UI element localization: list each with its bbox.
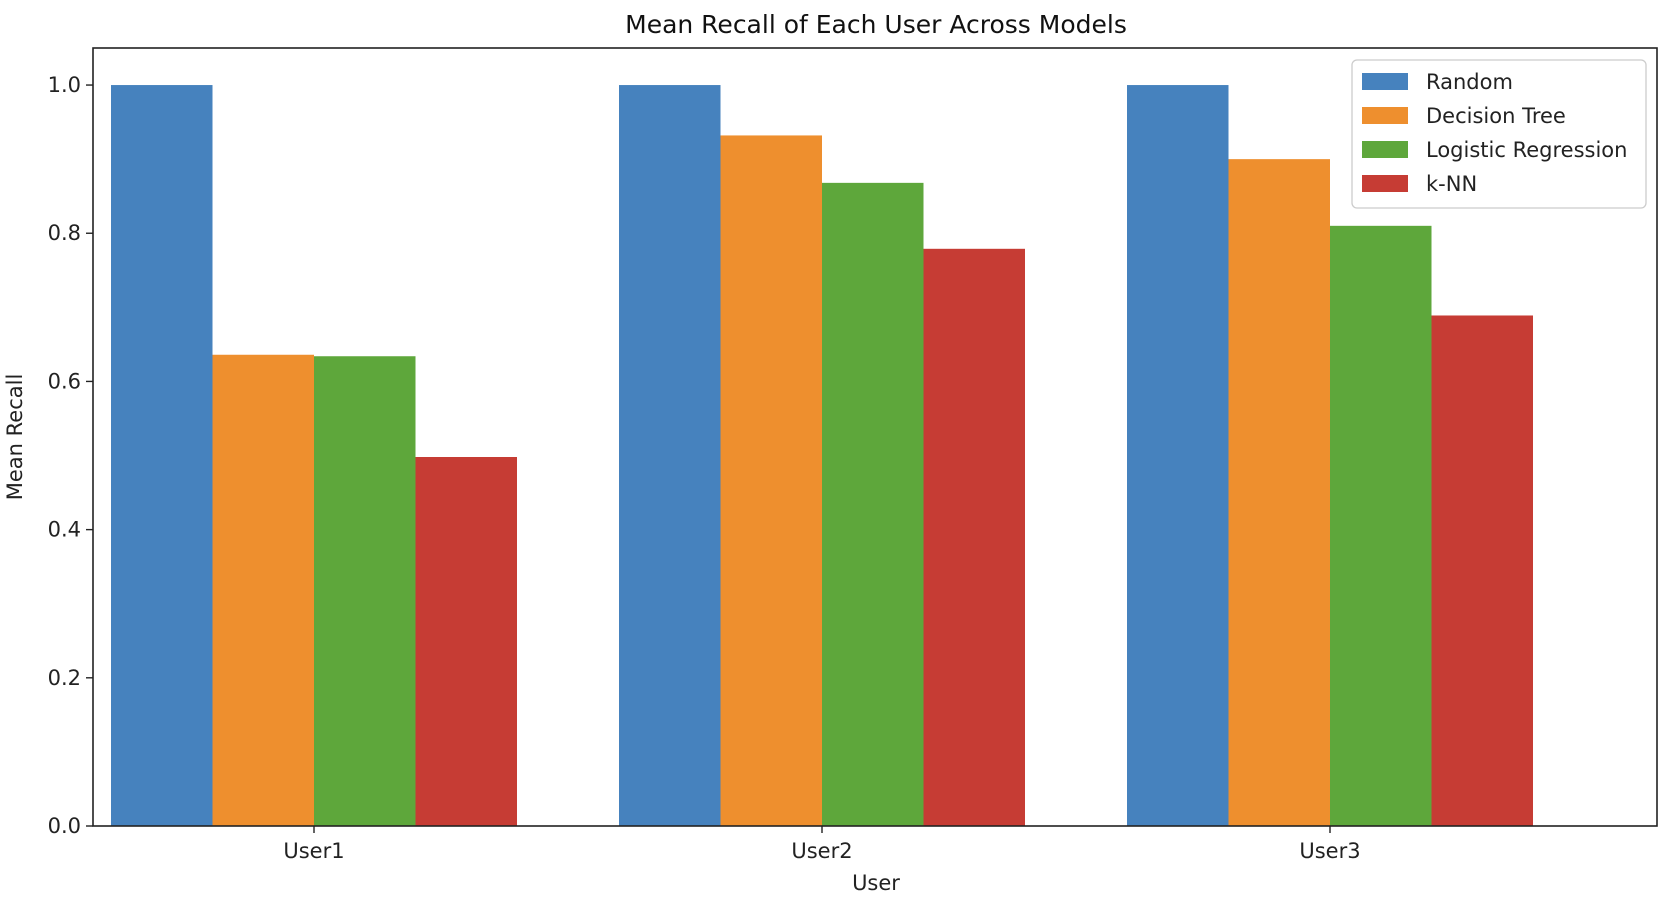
bar-random-user1 [111,85,213,827]
x-tick-label: User3 [1299,839,1360,863]
y-tick-label: 0.6 [48,369,81,393]
x-axis-ticks: User1 User2 User3 [283,826,1361,863]
bar-logistic-regression-user1 [314,356,416,826]
legend: Random Decision Tree Logistic Regression k-… [1351,59,1647,209]
bar-k-nn-user1 [415,457,517,826]
bar-decision-tree-user3 [1228,159,1330,827]
legend-label: Logistic Regression [1426,138,1627,162]
x-axis-label: User [852,871,900,895]
legend-label: Decision Tree [1426,104,1566,128]
bar-random-user3 [1127,85,1229,827]
chart-title: Mean Recall of Each User Across Models [625,10,1127,39]
y-tick-label: 0.0 [48,814,81,838]
legend-swatch [1362,141,1408,158]
x-tick-label: User1 [283,839,344,863]
plot-frame [92,47,1658,827]
legend-swatch [1362,107,1408,124]
legend-label: k-NN [1426,172,1477,196]
y-tick-label: 0.8 [48,221,81,245]
y-tick-label: 1.0 [48,73,81,97]
x-tick-label: User2 [791,839,852,863]
y-tick-label: 0.2 [48,666,81,690]
legend-swatch [1362,73,1408,90]
bars-group [111,85,1533,827]
bar-random-user2 [619,85,721,827]
legend-swatch [1362,175,1408,192]
y-tick-label: 0.4 [48,518,81,542]
y-axis-ticks: 0.0 0.2 0.4 0.6 0.8 1.0 [48,73,93,838]
y-axis-label: Mean Recall [3,374,27,501]
bar-k-nn-user2 [923,248,1025,826]
bar-logistic-regression-user3 [1330,225,1432,827]
legend-label: Random [1426,70,1513,94]
bar-decision-tree-user2 [720,135,822,827]
legend-box [1351,59,1647,209]
bar-logistic-regression-user2 [822,182,924,826]
bar-k-nn-user3 [1431,315,1533,826]
bar-decision-tree-user1 [212,354,314,826]
